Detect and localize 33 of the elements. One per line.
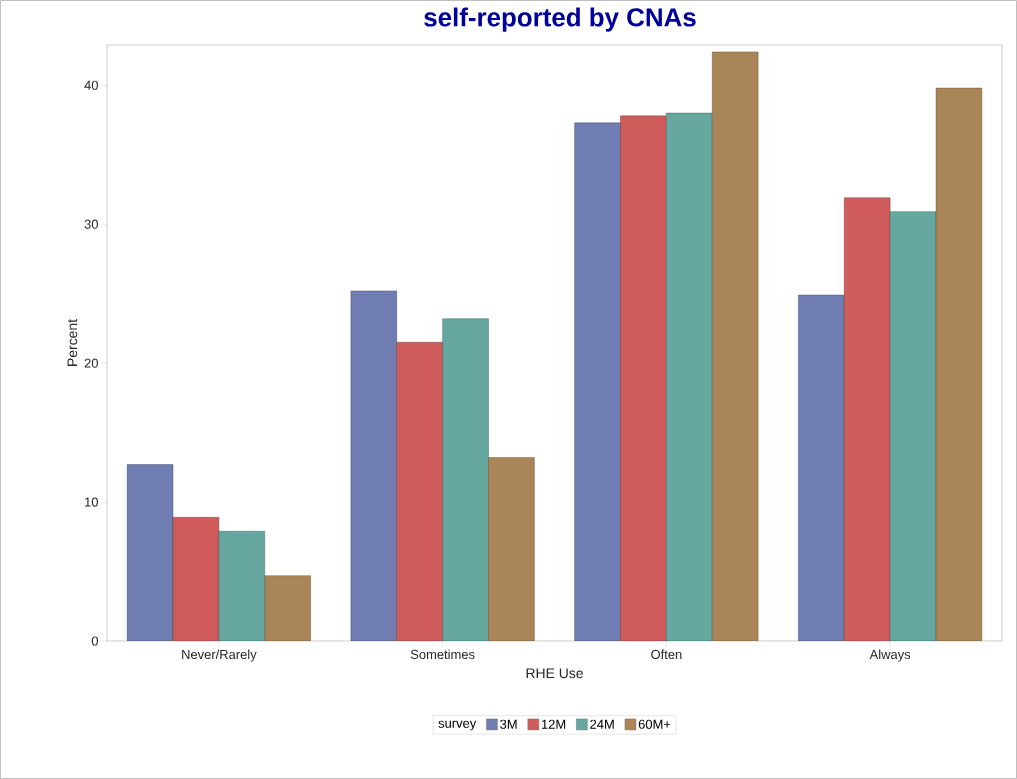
bar xyxy=(935,87,983,641)
bar xyxy=(666,112,713,641)
legend-label: 24M xyxy=(590,719,614,729)
bar xyxy=(442,318,489,641)
bar xyxy=(126,464,174,641)
bar xyxy=(889,211,937,641)
bar xyxy=(172,517,220,641)
legend-label: 3M xyxy=(500,719,517,729)
x-tick-label: Sometimes xyxy=(410,649,475,660)
x-tick-label: Often xyxy=(651,649,682,659)
legend-label: 60M+ xyxy=(638,719,671,729)
legend-title: survey xyxy=(438,720,477,731)
y-tick-label: 40 xyxy=(84,80,98,90)
legend-label: 12M xyxy=(541,719,566,729)
y-tick-label: 20 xyxy=(84,358,98,368)
x-tick-label: Always xyxy=(869,649,911,662)
y-axis-title: Percent xyxy=(67,319,78,366)
bar xyxy=(488,457,535,641)
bar xyxy=(620,115,667,641)
x-axis-title: RHE Use xyxy=(526,668,583,679)
chart-title: self-reported by CNAs xyxy=(424,7,696,32)
bar xyxy=(264,575,311,641)
bar xyxy=(844,197,891,641)
y-tick-label: 10 xyxy=(85,497,98,507)
y-tick-label: 0 xyxy=(91,636,98,646)
bar xyxy=(574,122,621,641)
bar xyxy=(396,342,443,641)
bar xyxy=(218,531,265,641)
bar xyxy=(798,294,845,641)
bar xyxy=(712,51,759,641)
y-tick-label: 30 xyxy=(84,219,98,229)
x-tick-label: Never/Rarely xyxy=(182,649,257,662)
bar xyxy=(350,290,397,641)
